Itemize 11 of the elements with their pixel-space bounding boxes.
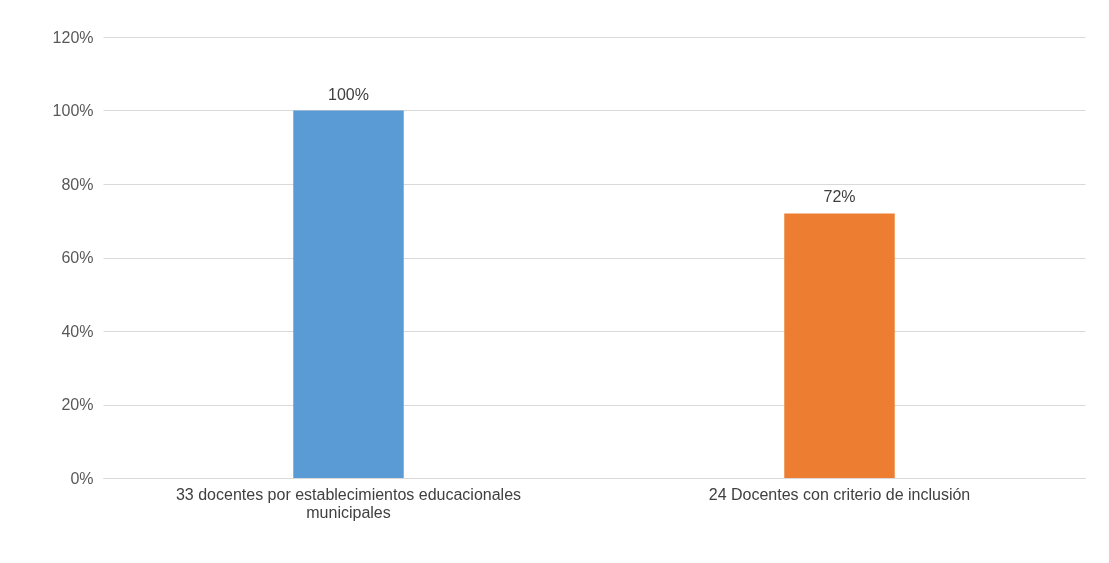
y-tick-label: 40%	[61, 322, 94, 340]
y-tick-label: 100%	[52, 102, 94, 119]
y-tick-label: 120%	[52, 28, 94, 46]
data-label: 100%	[328, 85, 369, 103]
data-label: 72%	[823, 188, 856, 206]
y-tick-label: 0%	[70, 469, 94, 487]
x-tick-label: 24 Docentes con criterio de inclusión	[708, 485, 971, 503]
y-tick-label: 60%	[61, 249, 94, 266]
y-tick-label: 80%	[61, 175, 94, 193]
y-tick-label: 20%	[61, 396, 94, 413]
x-tick-label: 33 docentes por establecimientos educacionales municipales	[175, 485, 522, 521]
